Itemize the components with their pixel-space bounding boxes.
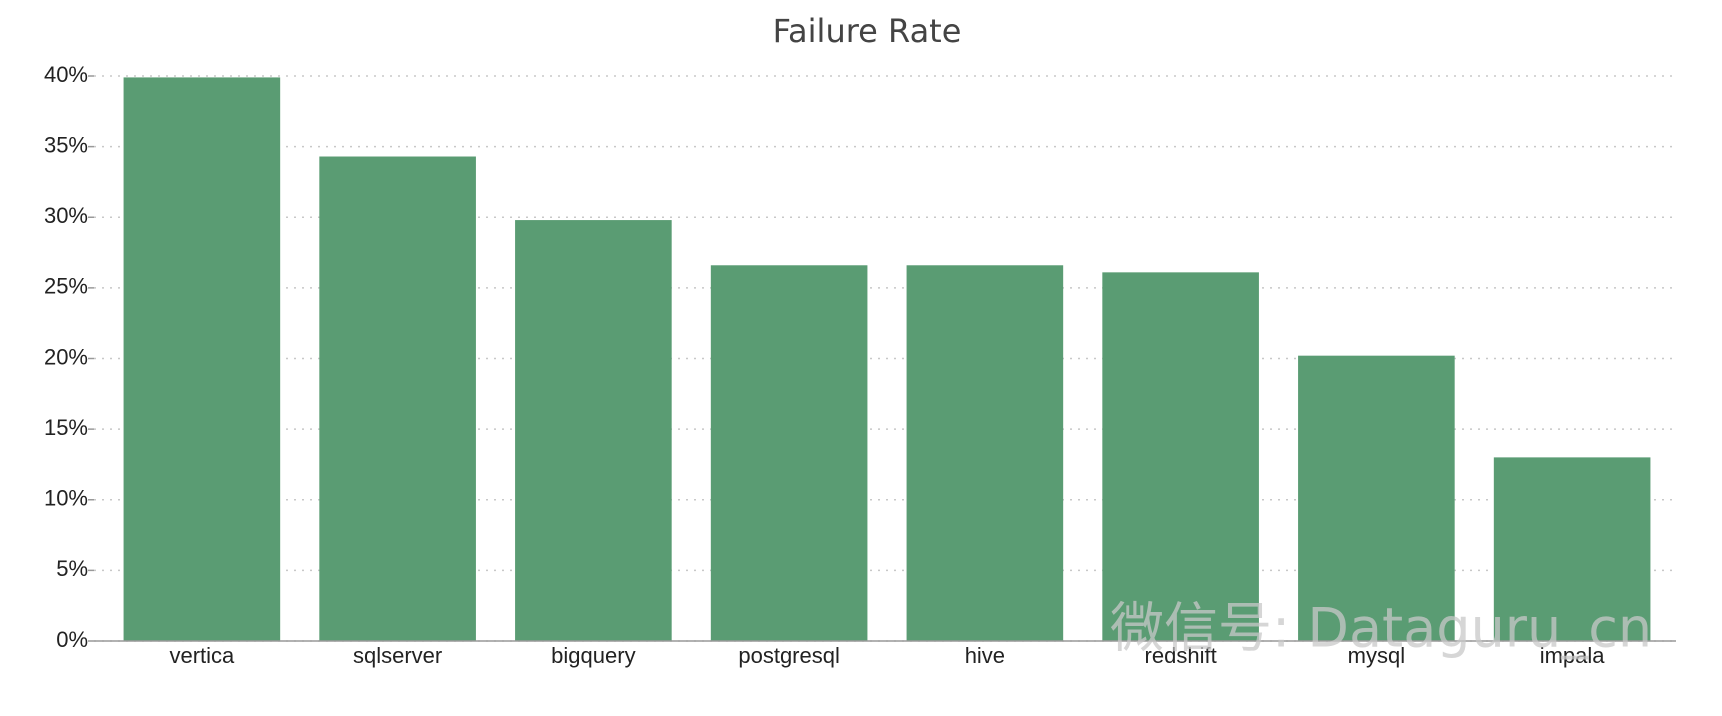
y-tick-label: 40% [44, 62, 88, 87]
x-tick-label: mysql [1348, 643, 1405, 668]
x-tick-label: redshift [1145, 643, 1217, 668]
bar [710, 265, 868, 641]
x-tick-label: impala [1540, 643, 1606, 668]
x-tick-label: postgresql [738, 643, 840, 668]
y-tick-label: 20% [44, 344, 88, 369]
bar [1102, 272, 1259, 641]
x-tick-label: bigquery [551, 643, 635, 668]
chart-title: Failure Rate [773, 12, 962, 50]
x-tick-label: sqlserver [353, 643, 442, 668]
bar [1493, 457, 1651, 641]
y-tick-label: 35% [44, 132, 88, 157]
bar [906, 265, 1064, 641]
x-tick-label: hive [965, 643, 1005, 668]
bar [515, 220, 672, 641]
bar [1298, 355, 1455, 641]
watermark: 微信号: Dataguru_cn [1110, 597, 1652, 660]
y-tick-label: 10% [44, 486, 88, 511]
x-tick-label: vertica [169, 643, 235, 668]
y-tick-label: 15% [44, 415, 88, 440]
y-tick-label: 0% [56, 627, 88, 652]
y-tick-label: 30% [44, 203, 88, 228]
y-tick-label: 5% [56, 556, 88, 581]
bar [319, 156, 476, 641]
bar [123, 77, 281, 642]
y-tick-label: 25% [44, 274, 88, 299]
